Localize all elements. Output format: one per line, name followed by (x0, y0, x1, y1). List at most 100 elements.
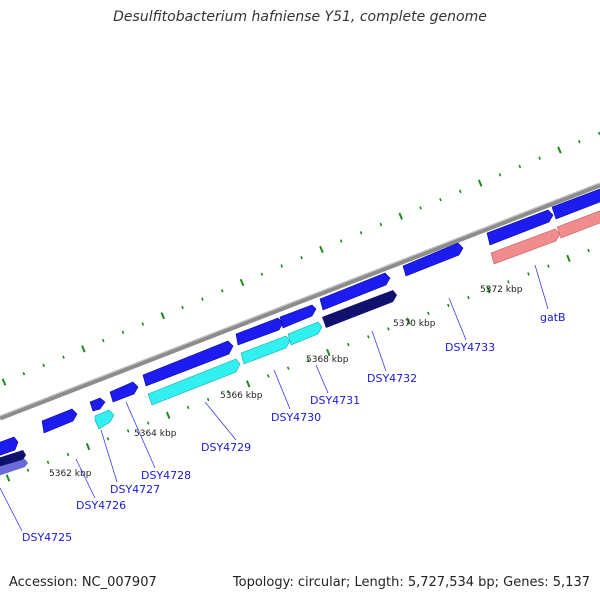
tick-label-5362: 5362 kbp (49, 469, 92, 479)
gene-label-dsy4726[interactable]: DSY4726 (76, 499, 126, 512)
ring-tick (300, 255, 303, 260)
gene-arrow[interactable] (402, 242, 464, 277)
ring-tick (447, 303, 450, 308)
ring-tick (81, 345, 86, 353)
ring-tick (587, 248, 590, 253)
tick-labels: 5362 kbp 5364 kbp 5366 kbp 5368 kbp 5370… (49, 285, 523, 479)
gene-label-dsy4728[interactable]: DSY4728 (141, 469, 191, 482)
ring-tick (406, 317, 411, 325)
gene-arrow[interactable] (490, 228, 561, 265)
ring-tick (477, 179, 483, 187)
ring-tick (527, 272, 530, 276)
forward-strand-genes (0, 187, 600, 457)
ring-tick (347, 342, 350, 347)
ring-tick (245, 380, 251, 388)
gene-label-dsy4732[interactable]: DSY4732 (367, 372, 417, 385)
ring-tick (367, 335, 370, 339)
gene-label-dsy4733[interactable]: DSY4733 (445, 341, 495, 354)
ring-tick (46, 460, 50, 464)
outer-dotted-ring (1, 131, 600, 386)
gene-arrow[interactable] (0, 459, 28, 477)
gene-labels: DSY4725 DSY4726 DSY4727 DSY4728 DSY4729 … (22, 311, 566, 544)
tick-label-5366: 5366 kbp (220, 391, 263, 401)
ring-tick (467, 295, 470, 300)
gene-arrow[interactable] (142, 340, 234, 387)
ring-tick (85, 443, 91, 451)
ring-tick (101, 338, 105, 343)
ring-tick (398, 212, 404, 220)
gene-label-dsy4730[interactable]: DSY4730 (271, 411, 321, 424)
ring-tick (379, 222, 383, 227)
gene-label-dsy4731[interactable]: DSY4731 (310, 394, 360, 407)
gene-arrow[interactable] (556, 209, 600, 239)
gene-label-dsy4727[interactable]: DSY4727 (110, 483, 160, 496)
ring-tick (266, 374, 270, 378)
gene-arrow[interactable] (0, 450, 26, 468)
gene-arrow[interactable] (147, 358, 241, 406)
gene-arrow[interactable] (89, 397, 106, 412)
ring-tick (439, 197, 442, 202)
ring-tick (22, 372, 26, 376)
ring-tick (260, 272, 264, 276)
ring-tick (106, 437, 110, 441)
ring-tick (146, 421, 150, 425)
tick-label-5372: 5372 kbp (480, 285, 523, 295)
genome-backbone (0, 182, 600, 421)
gene-label-gatb[interactable]: gatB (540, 311, 566, 324)
ring-tick (220, 289, 224, 293)
gene-arrow[interactable] (287, 321, 323, 346)
ring-tick (66, 452, 70, 457)
gene-arrow[interactable] (240, 335, 291, 365)
ring-tick (419, 206, 422, 210)
gene-arrow[interactable] (41, 408, 78, 434)
ring-tick (359, 231, 363, 235)
ring-tick (387, 327, 390, 331)
gene-arrow[interactable] (109, 381, 139, 403)
ring-tick (507, 280, 510, 284)
label-leader-lines (0, 264, 549, 532)
ring-tick (319, 245, 324, 253)
gene-label-dsy4729[interactable]: DSY4729 (201, 441, 251, 454)
ring-tick (577, 139, 581, 144)
gene-arrow[interactable] (486, 209, 554, 246)
ring-tick (339, 239, 343, 243)
gene-arrow[interactable] (235, 317, 284, 346)
ring-tick (126, 429, 130, 433)
second-row-genes (0, 209, 600, 477)
ring-tick (286, 366, 290, 370)
ring-tick (547, 264, 550, 268)
gene-arrow[interactable] (319, 272, 391, 311)
tick-label-5368: 5368 kbp (306, 355, 349, 365)
ring-tick (181, 305, 184, 310)
gene-arrow[interactable] (279, 304, 317, 329)
ring-tick (26, 468, 30, 472)
ring-tick (518, 164, 522, 169)
tick-label-5364: 5364 kbp (134, 429, 177, 439)
gene-arrow[interactable] (0, 436, 19, 457)
ring-tick (62, 355, 65, 359)
gene-arrow[interactable] (94, 409, 115, 430)
ring-tick (42, 363, 46, 368)
ring-tick (538, 156, 541, 160)
tick-label-5370: 5370 kbp (393, 319, 436, 329)
ring-tick (557, 146, 562, 154)
ring-tick (5, 474, 11, 482)
ring-tick (326, 348, 331, 357)
ring-tick (1, 378, 7, 386)
ring-tick (206, 397, 210, 402)
ring-tick (239, 278, 245, 287)
ring-tick (427, 311, 430, 315)
genome-summary-text: Topology: circular; Length: 5,727,534 bp… (232, 575, 590, 590)
ring-tick (121, 330, 125, 334)
ring-tick (306, 358, 310, 362)
ring-tick (486, 286, 491, 294)
ring-tick (160, 312, 166, 320)
gene-arrow[interactable] (322, 290, 397, 328)
ring-tick (226, 390, 230, 394)
inner-dotted-ring (5, 248, 590, 482)
ring-tick (458, 189, 462, 194)
gene-label-dsy4725[interactable]: DSY4725 (22, 531, 72, 544)
gene-arrow[interactable] (551, 187, 600, 220)
ring-tick (201, 297, 204, 301)
